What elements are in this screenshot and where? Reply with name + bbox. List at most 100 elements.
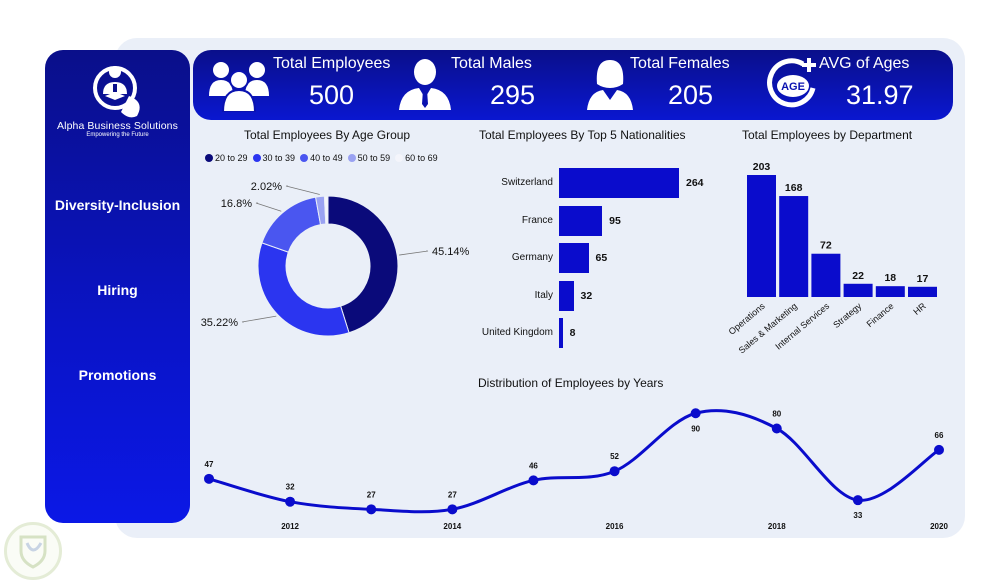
column-value-label: 18 xyxy=(884,272,896,284)
legend-item: 50 to 59 xyxy=(347,153,391,163)
brand-logo: Alpha Business Solutions Empowering the … xyxy=(45,60,190,138)
line-series xyxy=(208,409,940,514)
kpi-value: 500 xyxy=(309,80,355,110)
nav-diversity-inclusion[interactable]: Diversity-Inclusion xyxy=(54,197,181,213)
x-tick-label: 2016 xyxy=(606,522,624,531)
x-tick-label: 2018 xyxy=(768,522,786,531)
legend-label: 30 to 39 xyxy=(262,153,296,163)
legend-swatch xyxy=(205,154,213,162)
brand-name: Alpha Business Solutions xyxy=(57,120,178,132)
line-data-label: 27 xyxy=(448,490,457,499)
bar-value-label: 95 xyxy=(609,214,621,227)
column-category-label: Finance xyxy=(865,301,896,329)
donut-data-label: 35.22% xyxy=(201,317,239,329)
kpi-value: 205 xyxy=(668,80,714,110)
donut-leader-line xyxy=(285,185,320,195)
donut-data-label: 45.14% xyxy=(432,246,470,258)
nationality-chart-title: Total Employees By Top 5 Nationalities xyxy=(479,128,686,142)
bar-category-label: Switzerland xyxy=(501,177,553,188)
line-point[interactable] xyxy=(852,495,863,506)
column-bar[interactable] xyxy=(779,196,809,297)
line-data-label: 90 xyxy=(691,424,700,433)
bar-value-label: 264 xyxy=(686,177,704,189)
line-point[interactable] xyxy=(285,496,296,507)
column-bar[interactable] xyxy=(811,253,841,297)
column-category-label: Strategy xyxy=(831,301,863,331)
donut-slice[interactable] xyxy=(257,242,350,337)
legend-item: 30 to 39 xyxy=(252,153,296,163)
age-group-chart-title: Total Employees By Age Group xyxy=(244,128,411,142)
x-tick-label: 2012 xyxy=(281,522,299,531)
donut-leader-line xyxy=(399,250,429,256)
column-bar[interactable] xyxy=(843,283,873,297)
line-point[interactable] xyxy=(934,444,944,455)
bar-value-label: 65 xyxy=(595,252,608,264)
donut-slice[interactable] xyxy=(323,195,329,225)
years-chart-title: Distribution of Employees by Years xyxy=(478,376,664,390)
line-point[interactable] xyxy=(204,473,214,484)
line-point[interactable] xyxy=(771,423,782,434)
legend-label: 20 to 29 xyxy=(215,153,248,163)
bar[interactable] xyxy=(559,280,574,311)
column-category-label: Sales & Marketing xyxy=(737,301,799,356)
donut-slice[interactable] xyxy=(327,195,399,334)
kpi-avg-age: AGE AVG of Ages 31.97 xyxy=(763,50,953,120)
line-data-label: 80 xyxy=(772,410,781,419)
shield-icon xyxy=(19,535,47,569)
bar[interactable] xyxy=(559,205,603,236)
nav-promotions[interactable]: Promotions xyxy=(78,367,157,383)
kpi-label: Total Males xyxy=(451,55,532,72)
column-bar[interactable] xyxy=(875,286,905,297)
donut-slice[interactable] xyxy=(261,196,322,253)
bar-category-label: United Kingdom xyxy=(481,327,553,338)
bar[interactable] xyxy=(559,243,589,273)
line-point[interactable] xyxy=(366,504,377,515)
line-data-label: 52 xyxy=(610,452,619,461)
line-point[interactable] xyxy=(447,504,458,515)
kpi-total-females: Total Females 205 xyxy=(583,50,753,120)
line-data-label: 32 xyxy=(286,483,295,492)
bar[interactable] xyxy=(559,318,563,348)
age-group-donut-chart: 45.14% 35.22% 16.8% 2.02% xyxy=(201,181,470,337)
line-data-label: 27 xyxy=(367,490,376,499)
line-point[interactable] xyxy=(609,466,620,477)
bar-value-label: 32 xyxy=(580,289,593,302)
kpi-label: AVG of Ages xyxy=(819,55,910,72)
legend-label: 60 to 69 xyxy=(405,153,438,163)
legend-swatch xyxy=(252,154,261,162)
male-icon xyxy=(399,59,451,110)
donut-leader-line xyxy=(255,202,282,212)
line-point[interactable] xyxy=(528,475,539,486)
legend-item: 60 to 69 xyxy=(395,153,438,163)
kpi-label: Total Females xyxy=(630,55,730,72)
line-point[interactable] xyxy=(690,408,701,419)
line-data-label: 66 xyxy=(935,431,944,440)
column-category-label: HR xyxy=(911,301,928,317)
group-icon xyxy=(209,62,269,112)
bar-category-label: Germany xyxy=(511,252,553,263)
kpi-total-males: Total Males 295 xyxy=(393,50,573,120)
legend-label: 50 to 59 xyxy=(357,153,391,163)
kpi-value: 295 xyxy=(490,80,536,110)
bar[interactable] xyxy=(559,168,679,198)
x-tick-label: 2020 xyxy=(930,522,948,531)
kpi-bar: Total Employees 500 Total Males 295 Tota… xyxy=(193,50,953,120)
female-icon xyxy=(587,60,633,110)
brand-logo-icon xyxy=(92,66,140,118)
x-tick-label: 2014 xyxy=(443,522,461,531)
nav-hiring[interactable]: Hiring xyxy=(97,282,138,298)
column-bar[interactable] xyxy=(908,286,937,297)
kpi-value: 31.97 xyxy=(846,80,914,110)
line-data-label: 33 xyxy=(853,511,862,520)
legend-item: 20 to 29 xyxy=(205,153,248,163)
column-bar[interactable] xyxy=(747,175,776,297)
brand-tagline: Empowering the Future xyxy=(86,132,149,138)
years-line-chart: 47 32 27 27 46 52 90 80 33 66 2012 2014 2016 2018 2020 xyxy=(204,408,948,531)
svg-text:AGE: AGE xyxy=(781,81,805,93)
age-group-legend: 20 to 29 30 to 39 40 to 49 50 to 59 60 to 69 xyxy=(205,153,438,163)
legend-swatch xyxy=(300,154,309,162)
bar-value-label: 8 xyxy=(569,327,576,339)
bar-category-label: France xyxy=(521,214,553,226)
age-icon: AGE xyxy=(767,58,816,108)
